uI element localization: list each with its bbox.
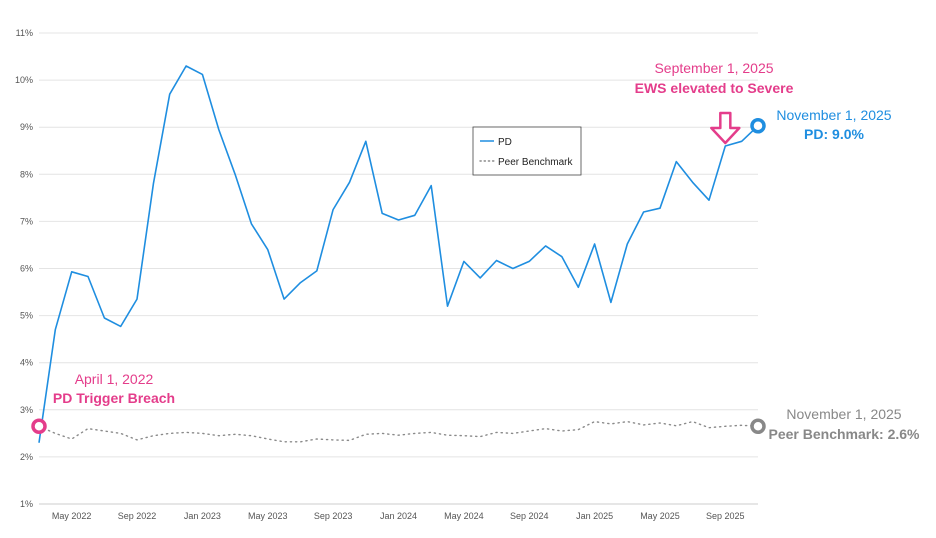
y-tick-label: 10% [15, 75, 33, 85]
y-tick-label: 6% [20, 264, 33, 274]
y-tick-label: 9% [20, 122, 33, 132]
annotation-peer-end-date: November 1, 2025 [786, 406, 901, 422]
annotation-marker-ews [710, 111, 741, 145]
y-tick-label: 5% [20, 311, 33, 321]
legend-peer-label: Peer Benchmark [498, 157, 573, 168]
x-tick-label: Jan 2023 [184, 511, 221, 521]
y-tick-label: 8% [20, 169, 33, 179]
y-tick-label: 11% [16, 28, 33, 38]
y-tick-label: 2% [20, 452, 33, 462]
x-tick-label: May 2022 [52, 511, 92, 521]
x-tick-label: Sep 2023 [314, 511, 353, 521]
x-tick-label: Jan 2025 [576, 511, 613, 521]
annotation-peer-end-label: Peer Benchmark: 2.6% [769, 426, 921, 442]
x-tick-label: May 2024 [444, 511, 484, 521]
x-tick-label: Jan 2024 [380, 511, 417, 521]
x-tick-label: Sep 2025 [706, 511, 745, 521]
x-tick-label: Sep 2022 [118, 511, 157, 521]
annotations: April 1, 2022 PD Trigger Breach Septembe… [53, 60, 920, 442]
y-tick-label: 4% [20, 358, 33, 368]
annotation-pd-end-date: November 1, 2025 [776, 107, 891, 123]
annotation-marker-pd_end [750, 118, 766, 134]
y-tick-label: 3% [20, 405, 33, 415]
annotation-markers [31, 111, 766, 435]
legend-box [472, 126, 582, 176]
grid-lines [39, 32, 758, 505]
x-tick-label: May 2025 [640, 511, 680, 521]
annotation-start-date: April 1, 2022 [75, 371, 154, 387]
annotation-marker-start [31, 418, 47, 435]
annotation-start-label: PD Trigger Breach [53, 390, 175, 406]
annotation-marker-peer_end [750, 418, 766, 435]
y-axis-ticks: 1% 2% 3% 4% 5% 6% 7% 8% 9% 10% 11% [15, 28, 33, 509]
x-tick-label: Sep 2024 [510, 511, 549, 521]
x-axis-ticks: May 2022 Sep 2022 Jan 2023 May 2023 Sep 2023… [52, 511, 745, 521]
series-line-peer-benchmark [38, 420, 759, 443]
legend-pd-label: PD [498, 137, 512, 148]
legend: PD Peer Benchmark [472, 126, 582, 176]
annotation-ews-date: September 1, 2025 [654, 60, 773, 76]
series-line-pd [38, 65, 759, 443]
y-tick-label: 7% [20, 216, 33, 226]
annotation-pd-end-label: PD: 9.0% [804, 126, 864, 142]
series-lines [38, 65, 759, 443]
y-tick-label: 1% [20, 499, 33, 509]
annotation-ews-label: EWS elevated to Severe [635, 80, 794, 96]
x-tick-label: May 2023 [248, 511, 288, 521]
